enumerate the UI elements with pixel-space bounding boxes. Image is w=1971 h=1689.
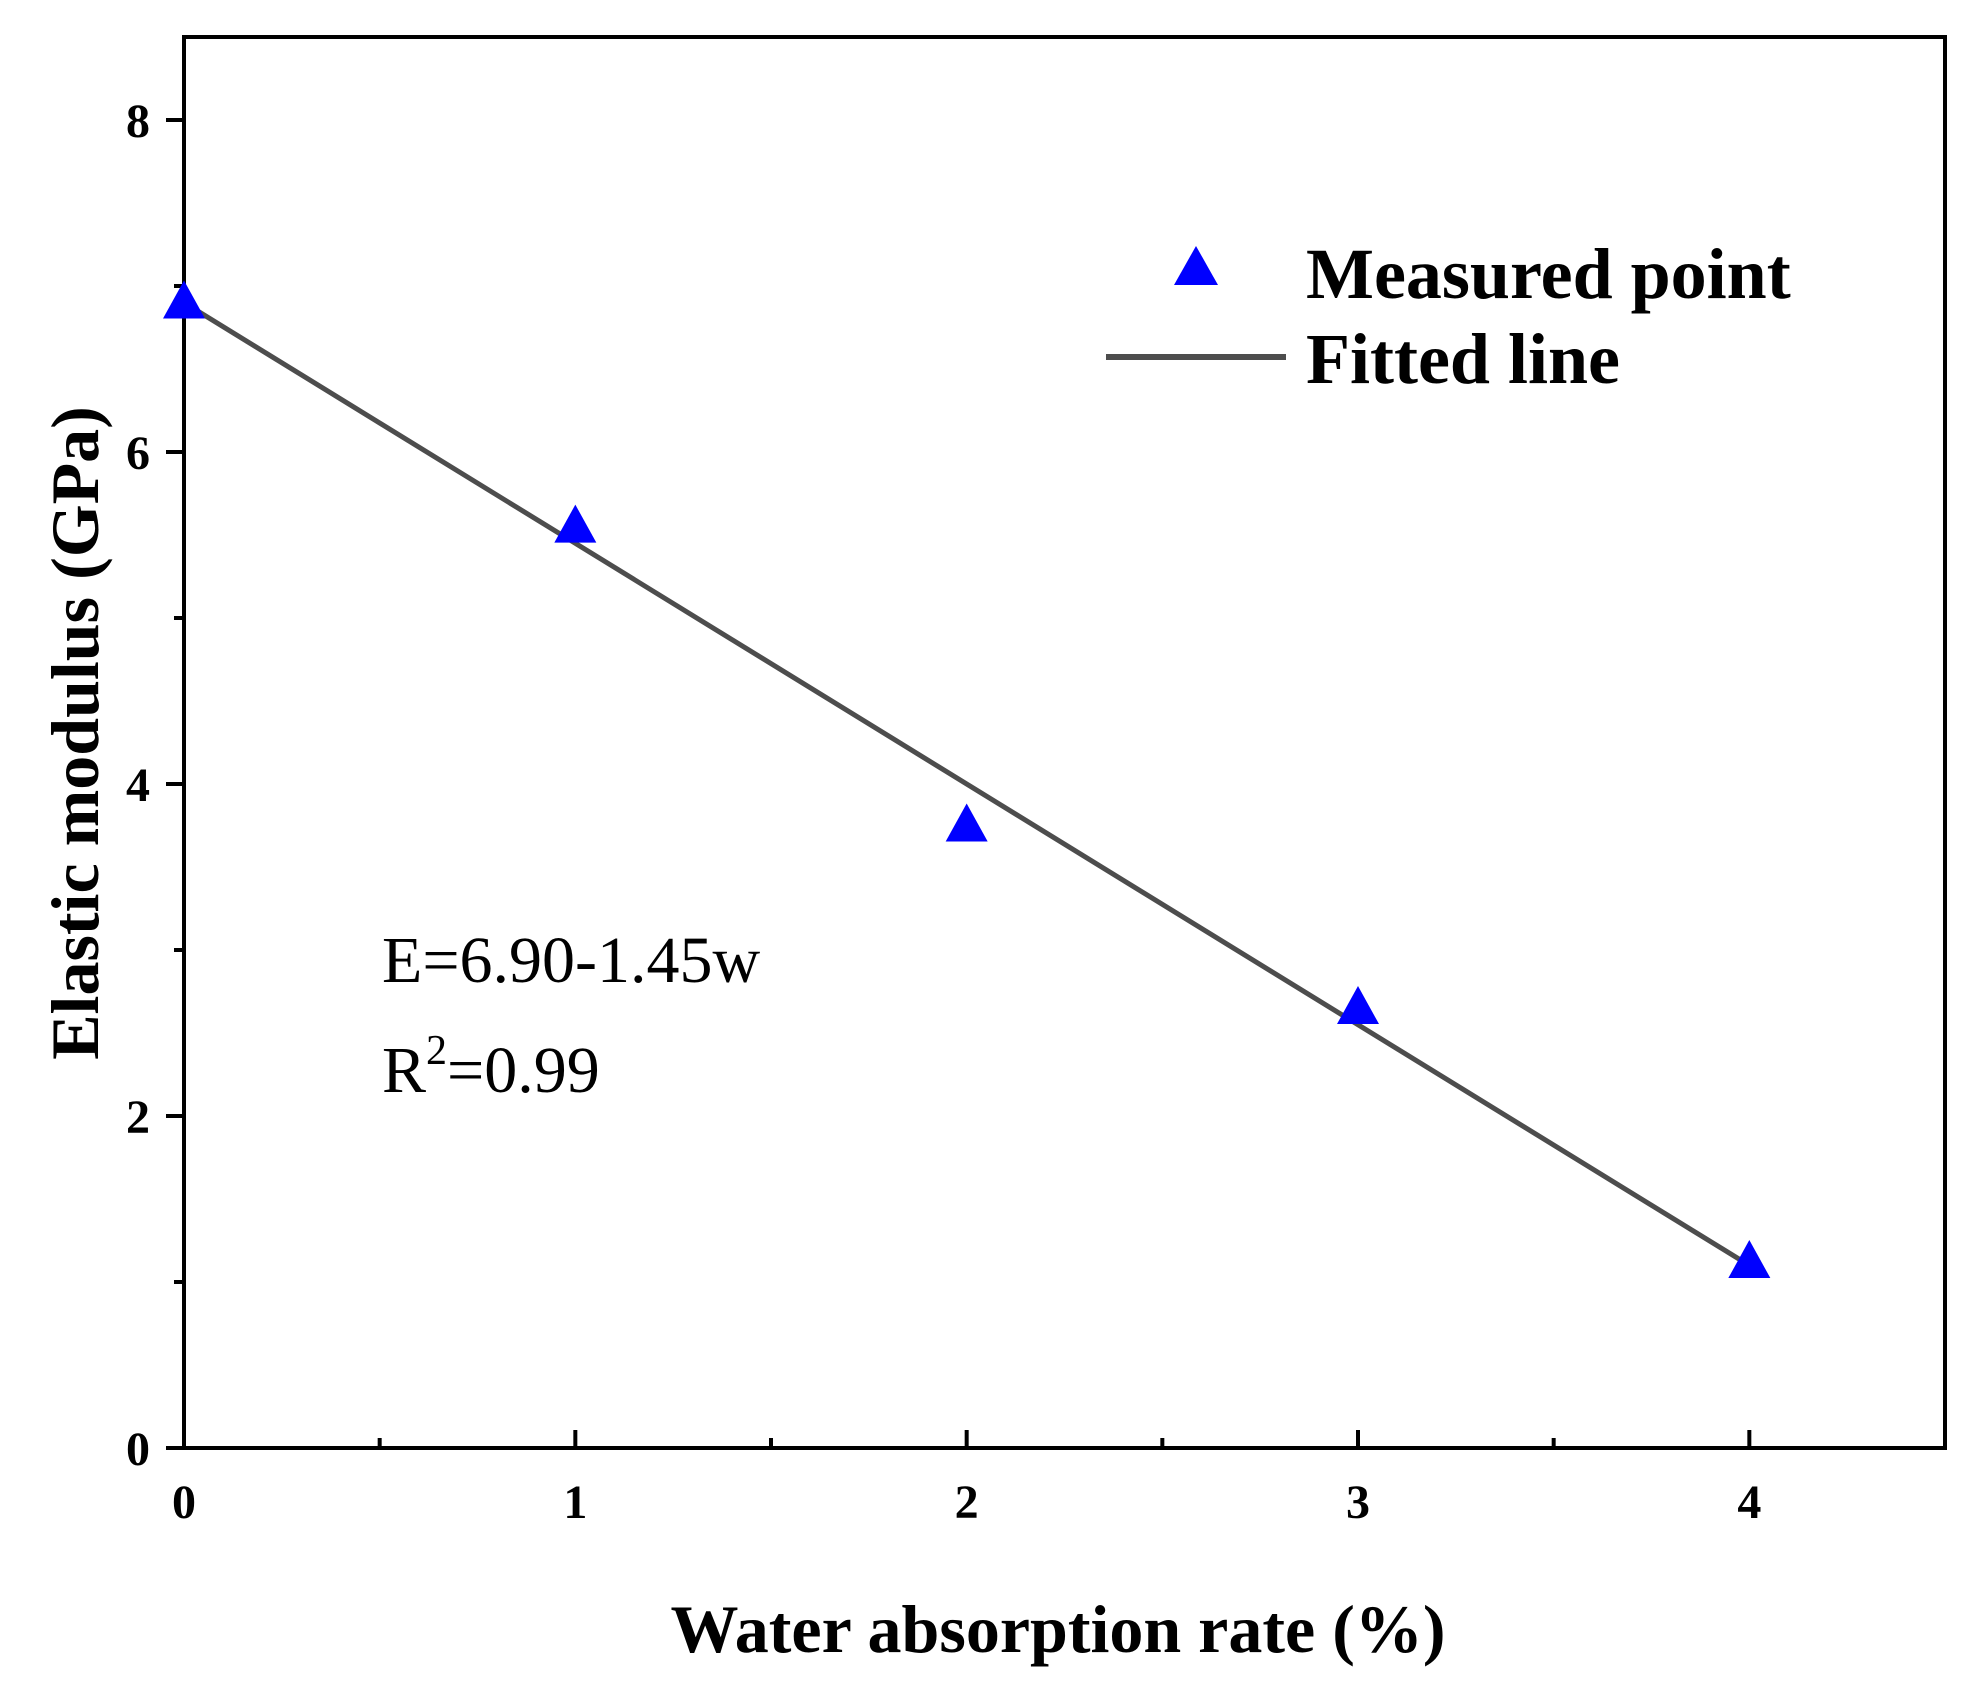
x-tick-label: 4 bbox=[1737, 1476, 1761, 1529]
x-tick-label: 3 bbox=[1346, 1476, 1370, 1529]
y-tick-label: 6 bbox=[126, 427, 150, 480]
x-axis-ticks bbox=[182, 1430, 1752, 1448]
measured-point-marker bbox=[163, 280, 205, 319]
r-squared-value: =0.99 bbox=[447, 1034, 600, 1107]
plot-frame bbox=[182, 35, 1947, 1450]
measured-point-marker bbox=[1728, 1240, 1771, 1279]
equation-text: E=6.90-1.45w bbox=[382, 924, 761, 997]
y-tick-label: 8 bbox=[126, 95, 150, 148]
fitted-line bbox=[182, 300, 1751, 1268]
r-squared-text: R2=0.99 bbox=[382, 1028, 600, 1107]
y-axis-ticks bbox=[166, 118, 184, 1450]
x-axis-tick-labels: 0 1 2 3 4 bbox=[172, 1476, 1761, 1529]
equation-annotation: E=6.90-1.45w R2=0.99 bbox=[382, 924, 761, 1107]
x-tick-label: 1 bbox=[563, 1476, 587, 1529]
legend: Measured point Fitted line bbox=[1106, 234, 1791, 399]
y-axis-title: Elastic modulus (GPa) bbox=[37, 406, 113, 1060]
legend-label-measured-point: Measured point bbox=[1306, 234, 1791, 314]
series-layer bbox=[163, 280, 1771, 1279]
legend-marker-measured-point bbox=[1174, 246, 1218, 285]
measured-point-marker bbox=[554, 504, 597, 543]
y-tick-label: 4 bbox=[126, 759, 150, 812]
plot-area bbox=[182, 35, 1947, 1450]
x-axis-title: Water absorption rate (%) bbox=[671, 1591, 1446, 1667]
x-tick-label: 2 bbox=[955, 1476, 979, 1529]
measured-point-marker bbox=[1337, 986, 1379, 1025]
y-axis-tick-labels: 0 2 4 6 8 bbox=[126, 95, 150, 1476]
r-squared-superscript: 2 bbox=[426, 1028, 447, 1074]
r-squared-prefix: R bbox=[382, 1034, 426, 1107]
measured-point-marker bbox=[945, 803, 988, 842]
x-tick-label: 0 bbox=[172, 1476, 196, 1529]
y-tick-label: 0 bbox=[126, 1423, 150, 1476]
legend-label-fitted-line: Fitted line bbox=[1306, 319, 1620, 399]
y-tick-label: 2 bbox=[126, 1091, 150, 1144]
